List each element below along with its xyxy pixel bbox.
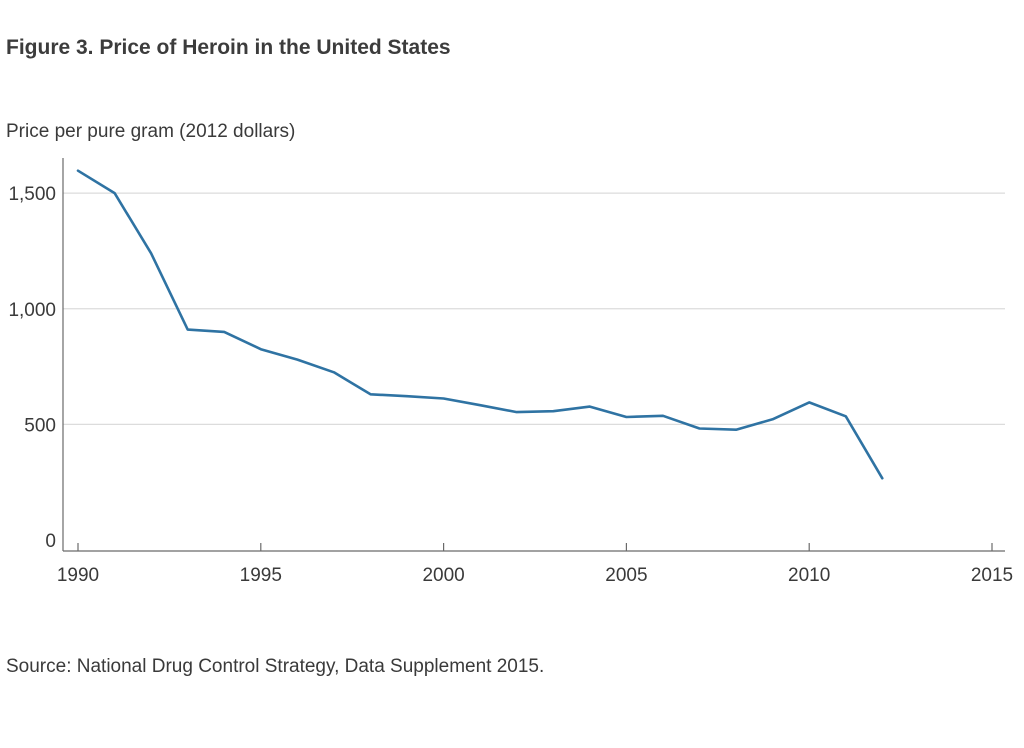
series-group: [76, 169, 884, 480]
source-note: Source: National Drug Control Strategy, …: [6, 656, 545, 677]
y-tick-label: 500: [24, 415, 56, 436]
x-tick-label: 2005: [605, 565, 647, 586]
y-tick-label: 1,000: [8, 300, 56, 321]
series-line: [76, 169, 884, 480]
x-tick-label: 2015: [971, 565, 1013, 586]
x-tick-labels: 1990 1995 2000 2005 2010 2015: [57, 565, 1013, 586]
y-tick-labels: 0 500 1,000 1,500: [8, 184, 56, 552]
y-tick-label: 1,500: [8, 184, 56, 205]
x-tick-label: 2000: [422, 565, 464, 586]
gridlines: [63, 192, 1005, 425]
x-tick-label: 1995: [240, 565, 282, 586]
x-tick-label: 1990: [57, 565, 99, 586]
axes: [62, 158, 1005, 552]
chart-title: Figure 3. Price of Heroin in the United …: [6, 36, 451, 59]
y-axis-label: Price per pure gram (2012 dollars): [6, 121, 296, 142]
x-tick-label: 2010: [788, 565, 830, 586]
y-tick-label: 0: [45, 531, 56, 552]
